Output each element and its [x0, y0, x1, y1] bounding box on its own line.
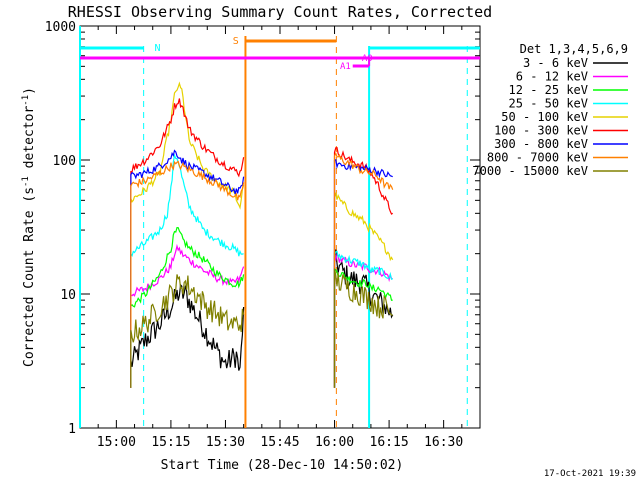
series-line — [130, 226, 245, 388]
legend-label: 800 - 7000 keV — [487, 151, 588, 165]
series-line — [333, 151, 394, 388]
x-tick-label: 15:15 — [151, 435, 190, 450]
series-line — [333, 268, 393, 388]
y-axis-label: Corrected Count Rate (s-1 detector-1) — [21, 87, 37, 367]
attenuator-label: A0 — [362, 54, 373, 64]
series-line — [333, 267, 393, 388]
legend-label: 50 - 100 keV — [501, 110, 588, 124]
series-line — [130, 160, 245, 388]
x-tick-label: 15:00 — [97, 435, 136, 450]
x-tick-label: 16:30 — [424, 435, 463, 450]
legend-label: 7000 - 15000 keV — [472, 164, 588, 178]
x-tick-label: 15:45 — [260, 435, 299, 450]
observing-intervals: N S A1 A0 — [79, 26, 480, 428]
series-line — [130, 274, 245, 388]
series-line — [333, 158, 393, 388]
x-tick-label: 16:00 — [315, 435, 354, 450]
chart-title: RHESSI Observing Summary Count Rates, Co… — [68, 3, 492, 21]
axis-ticks — [79, 25, 481, 429]
night-label: N — [155, 43, 161, 54]
legend-title: Det 1,3,4,5,6,9 — [520, 42, 628, 56]
x-tick-label: 16:15 — [370, 435, 409, 450]
y-tick-label: 10 — [60, 288, 76, 303]
date-stamp: 17-Oct-2021 19:39 — [544, 469, 636, 479]
series-lines — [130, 81, 394, 388]
tick-labels: 15:00 15:15 15:30 15:45 16:00 16:15 16:30 1 10 10… — [45, 20, 464, 450]
series-line — [333, 192, 394, 388]
series-line — [130, 153, 244, 388]
legend-label: 100 - 300 keV — [494, 124, 588, 138]
series-line — [130, 283, 245, 388]
saa-label: S — [233, 36, 239, 47]
legend-label: 6 - 12 keV — [516, 70, 588, 84]
legend-label: 300 - 800 keV — [494, 137, 588, 151]
legend-label: 12 - 25 keV — [509, 83, 588, 97]
legend-label: 25 - 50 keV — [509, 97, 588, 111]
y-tick-label: 1000 — [45, 20, 76, 35]
series-line — [130, 98, 245, 388]
y-tick-label: 100 — [53, 154, 76, 169]
y-tick-label: 1 — [68, 422, 76, 437]
plot-area — [79, 25, 481, 429]
x-tick-label: 15:30 — [206, 435, 245, 450]
series-line — [333, 250, 393, 388]
series-line — [333, 252, 393, 388]
series-line — [333, 147, 394, 388]
series-line — [130, 81, 245, 388]
x-axis-label: Start Time (28-Dec-10 14:50:02) — [161, 458, 404, 473]
attenuator-label: A1 — [340, 62, 351, 72]
legend-label: 3 - 6 keV — [523, 56, 588, 70]
